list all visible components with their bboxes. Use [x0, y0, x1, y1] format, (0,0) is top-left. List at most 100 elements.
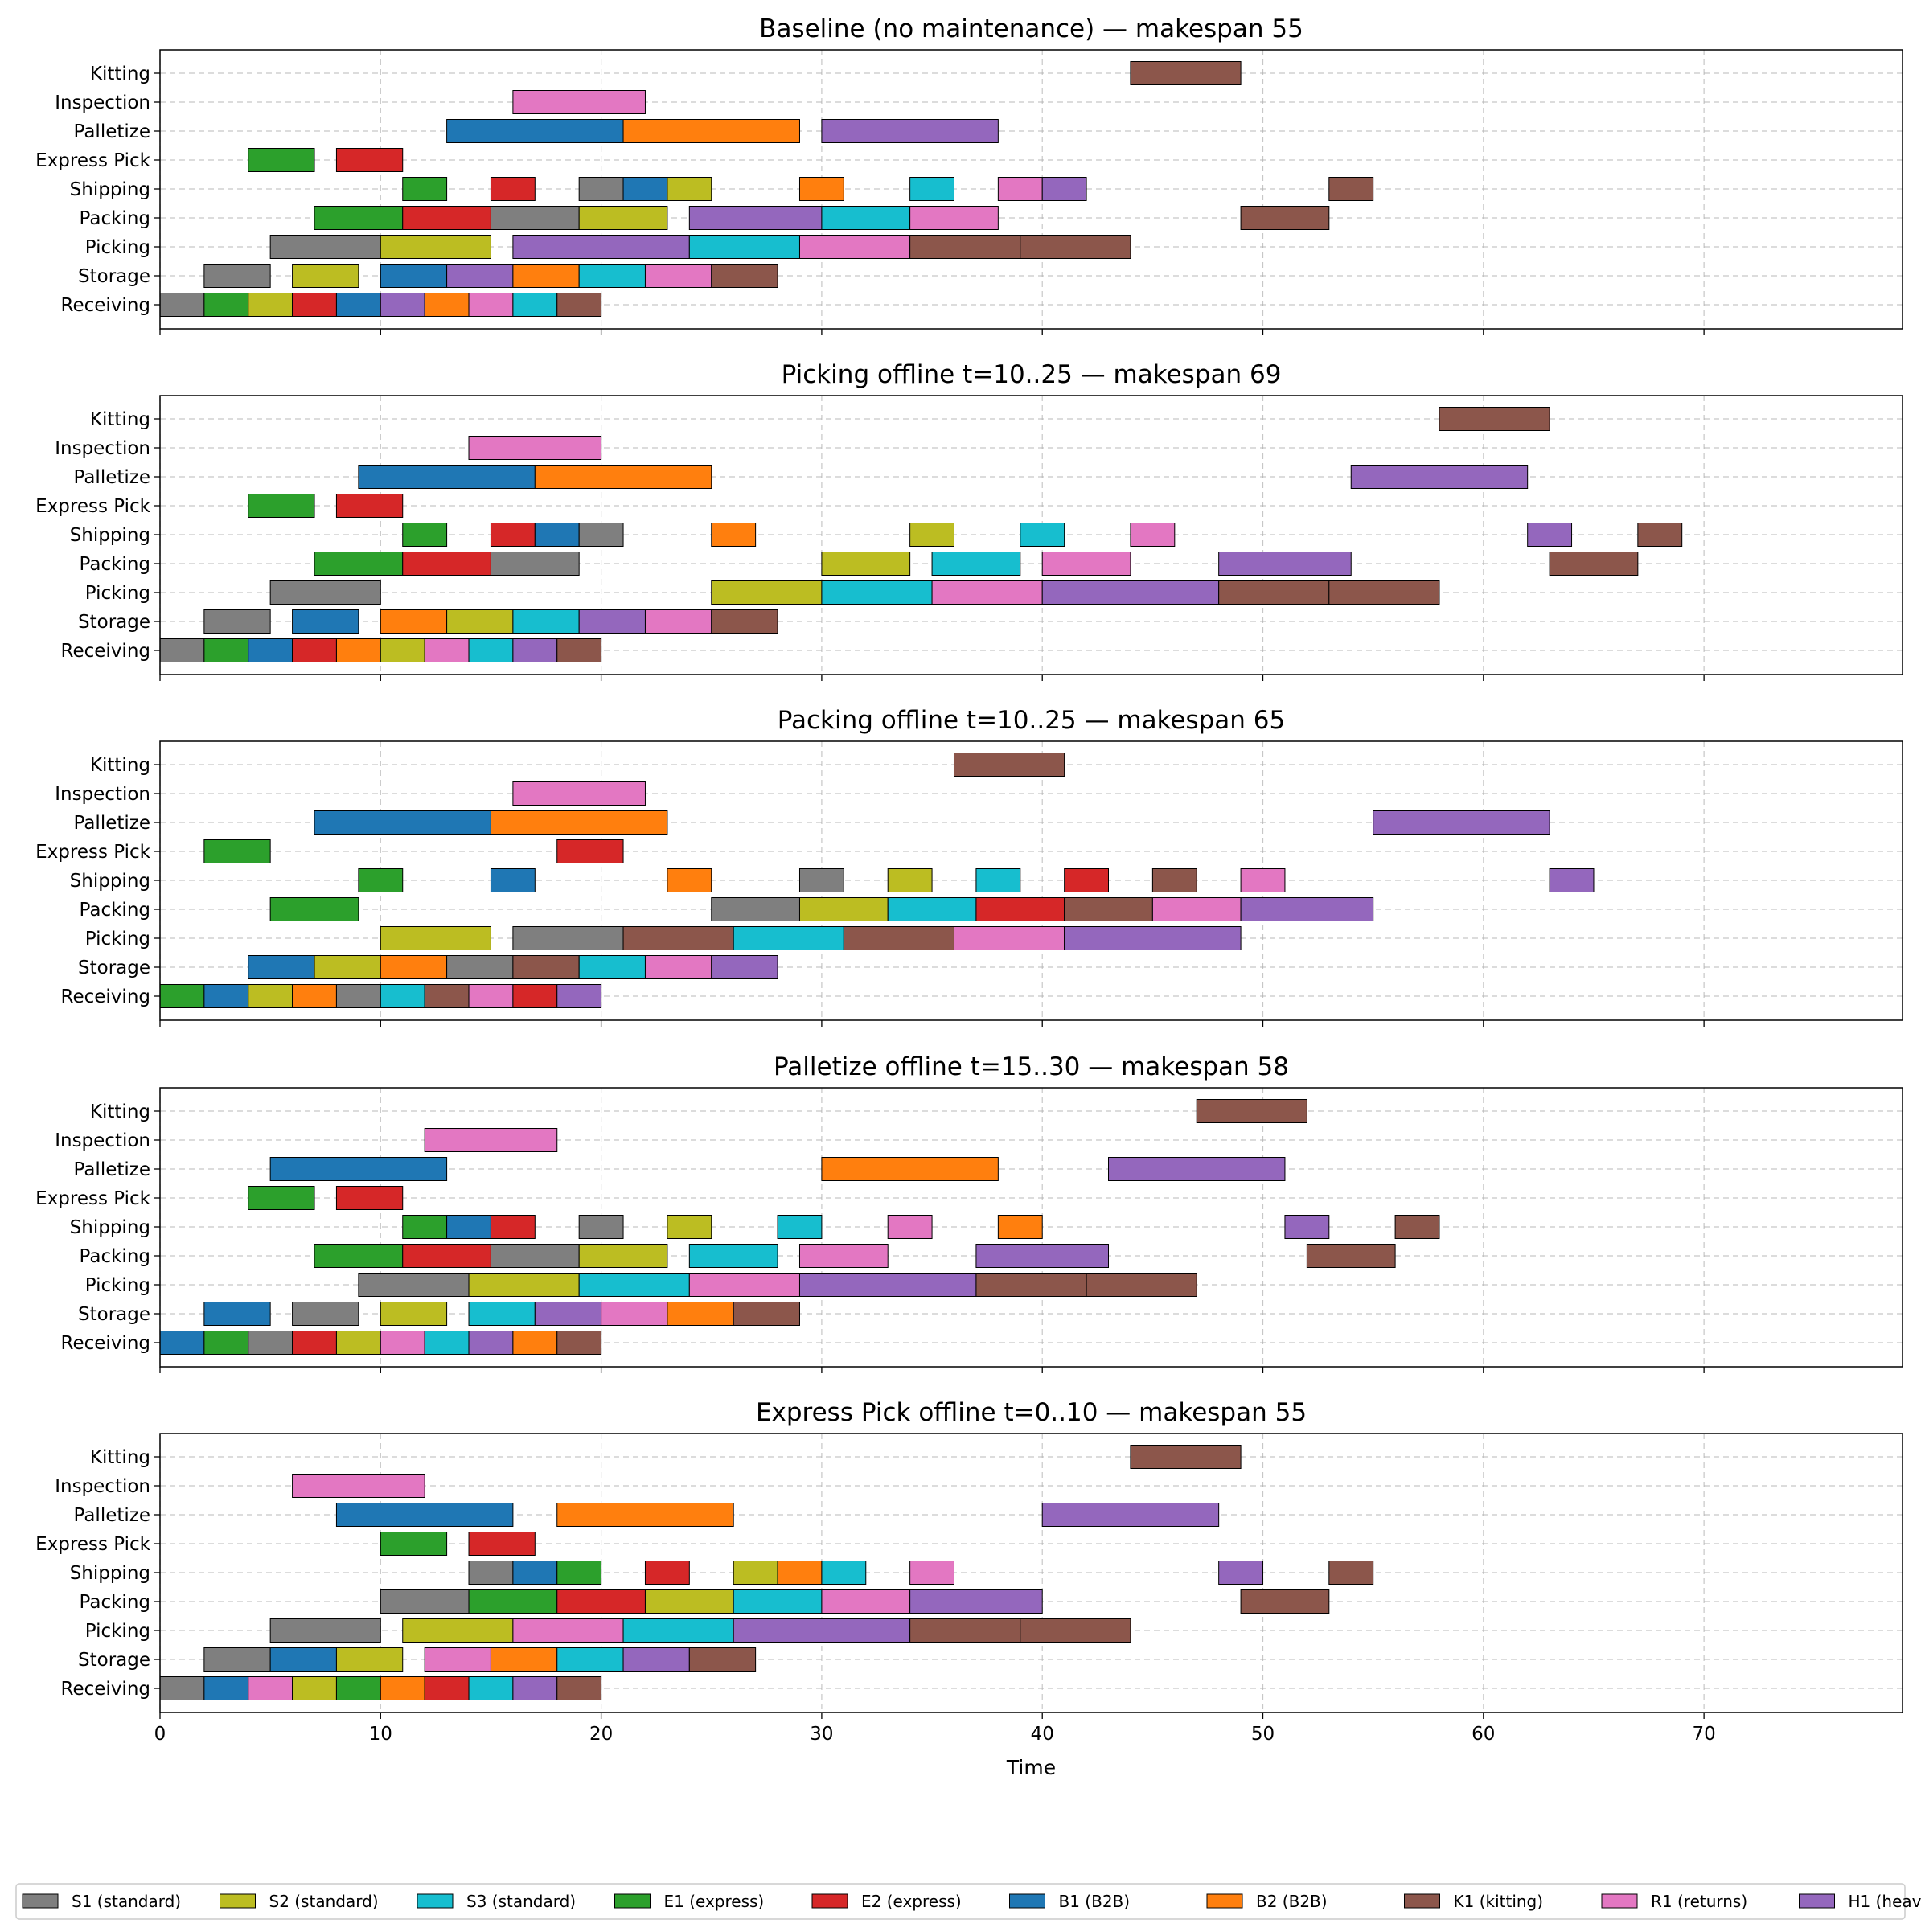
- x-tick-label: 30: [810, 1724, 833, 1745]
- task-bar-receiving-e2: [293, 1331, 337, 1355]
- y-tick-label-picking: Picking: [85, 1275, 150, 1296]
- task-bar-packing-s2: [822, 552, 910, 576]
- task-bar-express-pick-e2: [336, 494, 402, 518]
- task-bar-packing-r1: [799, 1245, 888, 1268]
- task-bar-storage-s2: [380, 1302, 446, 1326]
- task-bar-shipping-b1: [491, 869, 535, 892]
- task-bar-receiving-s3: [425, 1331, 469, 1355]
- task-bar-shipping-b1: [535, 523, 579, 547]
- task-bar-receiving-b1: [204, 985, 248, 1008]
- task-bar-shipping-h1: [1042, 178, 1086, 201]
- task-bar-packing-s2: [645, 1590, 733, 1614]
- y-tick-label-inspection: Inspection: [55, 1130, 150, 1151]
- x-tick-label: 40: [1031, 1724, 1054, 1745]
- y-tick-label-express-pick: Express Pick: [35, 150, 151, 171]
- task-bar-packing-e2: [976, 898, 1065, 921]
- task-bar-storage-h1: [579, 610, 645, 634]
- task-bar-receiving-b1: [336, 293, 380, 317]
- task-bar-picking-s2: [380, 927, 491, 950]
- y-tick-label-picking: Picking: [85, 583, 150, 604]
- task-bar-receiving-k1: [425, 985, 469, 1008]
- y-tick-label-receiving: Receiving: [61, 295, 150, 316]
- task-bar-packing-e1: [469, 1590, 557, 1614]
- task-bar-receiving-b2: [425, 293, 469, 317]
- task-bar-picking-k1: [910, 236, 1020, 259]
- task-bar-receiving-e2: [293, 639, 337, 662]
- legend: S1 (standard)S2 (standard)S3 (standard)E…: [16, 1884, 1921, 1919]
- task-bar-receiving-b1: [160, 1331, 204, 1355]
- y-tick-label-packing: Packing: [80, 1246, 150, 1267]
- legend-swatch-b2: [1207, 1894, 1242, 1908]
- task-bar-shipping-r1: [910, 1561, 954, 1585]
- task-bar-storage-s2: [293, 265, 359, 288]
- panel-title: Express Pick offline t=0..10 — makespan …: [756, 1398, 1307, 1427]
- task-bar-palletize-h1: [822, 120, 998, 143]
- legend-label-s3: S3 (standard): [466, 1892, 576, 1911]
- task-bar-packing-h1: [1241, 898, 1373, 921]
- task-bar-storage-s2: [336, 1648, 402, 1672]
- task-bar-storage-b1: [248, 956, 314, 979]
- task-bar-receiving-e1: [204, 293, 248, 317]
- task-bar-packing-h1: [910, 1590, 1043, 1614]
- task-bar-packing-r1: [910, 207, 999, 230]
- task-bar-packing-e1: [270, 898, 359, 921]
- task-bar-palletize-b1: [447, 120, 623, 143]
- task-bar-storage-s1: [204, 610, 270, 634]
- task-bar-packing-e1: [314, 552, 403, 576]
- task-bar-receiving-e1: [204, 639, 248, 662]
- task-bar-storage-h1: [623, 1648, 689, 1672]
- task-bar-shipping-b1: [513, 1561, 557, 1585]
- task-bar-picking-h1: [733, 1619, 909, 1643]
- task-bar-palletize-h1: [1351, 466, 1527, 489]
- task-bar-receiving-s2: [248, 985, 293, 1008]
- task-bar-picking-k1: [1086, 1274, 1197, 1297]
- task-bar-storage-s1: [204, 1648, 270, 1672]
- x-axis-label: Time: [1006, 1756, 1056, 1779]
- panel-title: Packing offline t=10..25 — makespan 65: [778, 706, 1286, 735]
- task-bar-storage-s3: [513, 610, 579, 634]
- legend-label-b1: B1 (B2B): [1059, 1892, 1131, 1911]
- panel-title: Baseline (no maintenance) — makespan 55: [759, 14, 1303, 43]
- y-tick-label-receiving: Receiving: [61, 1333, 150, 1354]
- task-bar-packing-e1: [314, 207, 403, 230]
- task-bar-packing-k1: [1550, 552, 1638, 576]
- task-bar-receiving-s2: [380, 639, 425, 662]
- panel-title: Palletize offline t=15..30 — makespan 58: [774, 1052, 1289, 1081]
- task-bar-shipping-h1: [1219, 1561, 1263, 1585]
- task-bar-express-pick-e2: [469, 1532, 535, 1556]
- task-bar-storage-b2: [491, 1648, 556, 1672]
- y-tick-label-kitting: Kitting: [90, 409, 150, 430]
- task-bar-packing-s1: [380, 1590, 469, 1614]
- panel-4: Palletize offline t=15..30 — makespan 58…: [35, 1052, 1903, 1373]
- y-tick-label-storage: Storage: [78, 1304, 150, 1325]
- task-bar-receiving-b1: [248, 639, 293, 662]
- task-bar-palletize-b2: [491, 811, 667, 835]
- task-bar-storage-r1: [601, 1302, 667, 1326]
- y-tick-label-shipping: Shipping: [70, 525, 150, 546]
- task-bar-storage-s3: [469, 1302, 535, 1326]
- task-bar-picking-s3: [579, 1274, 689, 1297]
- legend-swatch-h1: [1800, 1894, 1835, 1908]
- task-bar-picking-s2: [712, 581, 822, 605]
- y-tick-label-inspection: Inspection: [55, 1476, 150, 1497]
- task-bar-packing-s2: [579, 207, 667, 230]
- task-bar-storage-r1: [645, 956, 711, 979]
- panel-title: Picking offline t=10..25 — makespan 69: [782, 360, 1282, 389]
- task-bar-picking-r1: [954, 927, 1064, 950]
- task-bar-storage-b1: [380, 265, 446, 288]
- task-bar-picking-s3: [733, 927, 844, 950]
- task-bar-storage-k1: [712, 610, 778, 634]
- task-bar-express-pick-e2: [336, 1187, 402, 1210]
- task-bar-packing-k1: [1241, 207, 1329, 230]
- task-bar-receiving-s1: [248, 1331, 293, 1355]
- task-bar-express-pick-e2: [336, 149, 402, 172]
- y-tick-label-kitting: Kitting: [90, 1447, 150, 1468]
- legend-label-b2: B2 (B2B): [1256, 1892, 1328, 1911]
- y-tick-label-kitting: Kitting: [90, 755, 150, 776]
- task-bar-receiving-b2: [293, 985, 337, 1008]
- task-bar-shipping-k1: [1329, 1561, 1373, 1585]
- task-bar-picking-h1: [1042, 581, 1218, 605]
- task-bar-express-pick-e1: [380, 1532, 446, 1556]
- task-bar-shipping-s2: [733, 1561, 778, 1585]
